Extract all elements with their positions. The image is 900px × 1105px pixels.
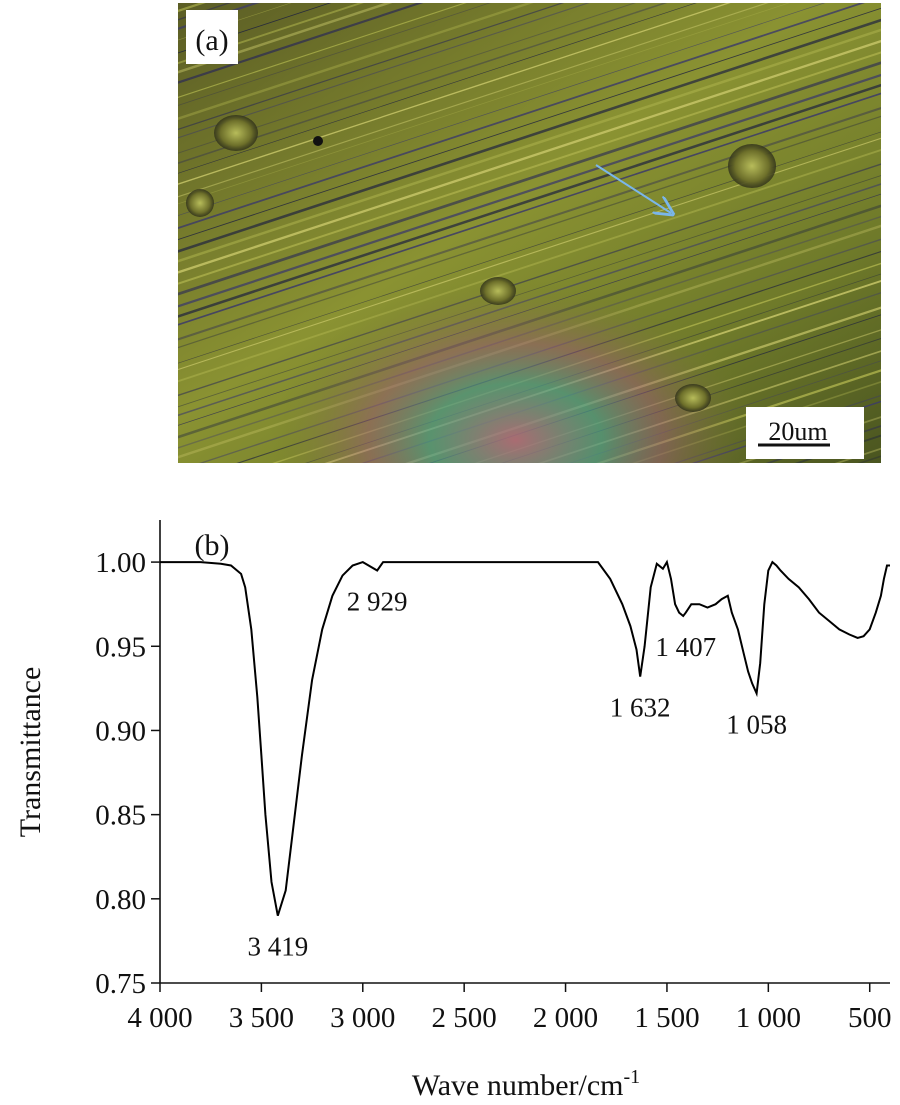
spectrum-chart: 0.75 0.80 0.85 0.90 0.95 1.00 4 000 3 500 3 000… — [14, 520, 891, 1102]
micrograph-image: (a) 20um — [178, 3, 881, 463]
chart-axes — [159, 520, 890, 984]
x-tick-label: 3 500 — [229, 1002, 294, 1034]
y-tick-label: 0.80 — [95, 884, 146, 916]
x-axis-title-superscript: -1 — [624, 1066, 641, 1088]
peak-label: 1 407 — [655, 632, 716, 662]
x-tick-label: 2 000 — [533, 1002, 598, 1034]
y-tick-label: 1.00 — [95, 547, 146, 579]
y-axis-title: Transmittance — [14, 667, 47, 838]
peak-label: 1 632 — [610, 693, 671, 723]
x-tick-label: 1 500 — [634, 1002, 699, 1034]
panel-a-label-box — [186, 10, 238, 64]
x-ticks: 4 000 3 500 3 000 2 500 2 000 1 500 1 000 500 — [127, 983, 891, 1034]
scale-bar-label: 20um — [768, 417, 827, 446]
spectrum-panel: 0.75 0.80 0.85 0.90 0.95 1.00 4 000 3 500 3 000… — [0, 505, 900, 1105]
panel-a-label: (a) — [195, 24, 228, 57]
peak-label: 2 929 — [347, 587, 408, 617]
panel-b-label: (b) — [195, 529, 230, 562]
interference-region — [178, 3, 881, 463]
x-tick-label: 1 000 — [736, 1002, 801, 1034]
peak-label: 1 058 — [726, 709, 787, 739]
indicator-arrow — [595, 164, 671, 213]
y-tick-label: 0.75 — [95, 968, 146, 1000]
x-tick-label: 3 000 — [330, 1002, 395, 1034]
peak-label: 3 419 — [247, 932, 308, 962]
x-tick-label: 500 — [848, 1002, 892, 1034]
y-tick-label: 0.90 — [95, 715, 146, 747]
surface-dot — [313, 136, 323, 146]
x-tick-label: 4 000 — [127, 1002, 192, 1034]
peak-annotations: 3 419 2 929 1 632 1 407 1 058 — [247, 587, 787, 962]
surface-pit — [480, 277, 516, 305]
surface-pit — [675, 384, 711, 412]
transmittance-line — [160, 559, 890, 916]
y-tick-label: 0.85 — [95, 800, 146, 832]
y-ticks: 0.75 0.80 0.85 0.90 0.95 1.00 — [95, 547, 160, 1000]
scale-bar-box — [746, 407, 864, 459]
surface-pit — [186, 189, 214, 217]
y-tick-label: 0.95 — [95, 631, 146, 663]
x-tick-label: 2 500 — [432, 1002, 497, 1034]
x-axis-title: Wave number/cm-1 — [412, 1066, 640, 1102]
surface-pit — [214, 115, 258, 151]
micrograph-panel: (a) 20um — [178, 3, 881, 463]
x-axis-title-text: Wave number/cm — [412, 1069, 624, 1102]
surface-pit — [728, 144, 776, 188]
